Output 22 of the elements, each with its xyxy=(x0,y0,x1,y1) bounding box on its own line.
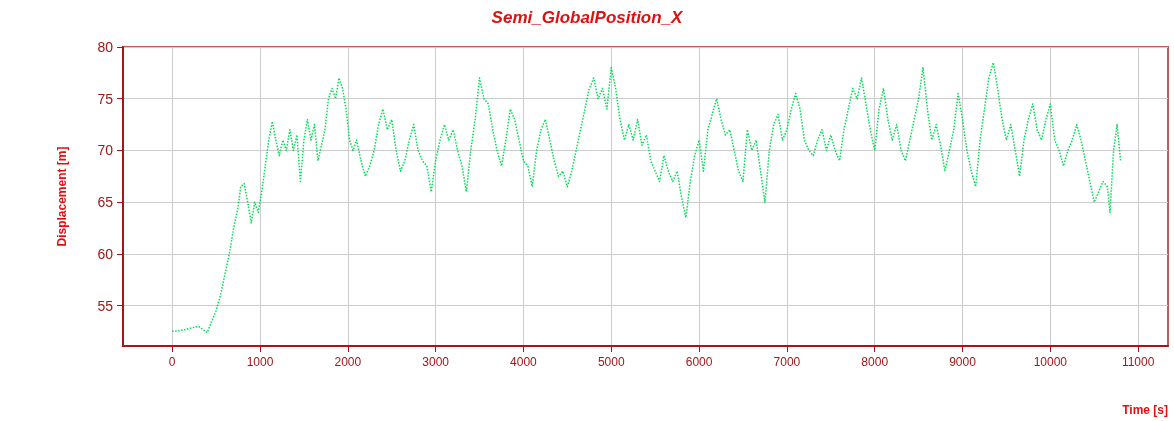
y-tick-label: 60 xyxy=(97,245,114,262)
x-tick-label: 5000 xyxy=(597,355,625,369)
x-tick-label: 9000 xyxy=(949,355,977,369)
x-tick-label: 10000 xyxy=(1033,355,1068,369)
x-tick-label: 6000 xyxy=(685,355,713,369)
line-series xyxy=(171,61,1122,334)
y-tick-label: 55 xyxy=(97,297,114,314)
x-tick-label: 8000 xyxy=(861,355,889,369)
x-tick-label: 0 xyxy=(168,355,176,369)
y-tick-label: 75 xyxy=(97,90,114,107)
x-tick-label: 3000 xyxy=(422,355,450,369)
chart-title: Semi_GlobalPosition_X xyxy=(491,8,685,27)
y-tick-label: 80 xyxy=(97,39,114,55)
y-axis-title: Displacement [m] xyxy=(55,146,69,247)
x-tick-label: 7000 xyxy=(773,355,801,369)
x-tick-label: 1000 xyxy=(246,355,274,369)
x-tick-label: 2000 xyxy=(334,355,362,369)
y-tick-label: 65 xyxy=(97,194,114,211)
x-tick-label: 4000 xyxy=(510,355,538,369)
x-axis-title: Time [s] xyxy=(1122,403,1168,417)
y-tick-label: 70 xyxy=(97,142,114,159)
x-tick-label: 11000 xyxy=(1121,355,1155,369)
